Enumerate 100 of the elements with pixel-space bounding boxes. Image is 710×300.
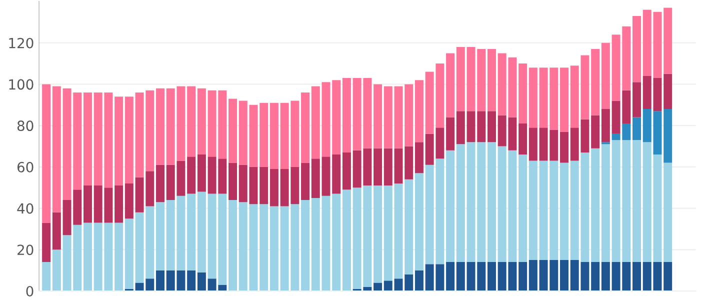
bar [384, 186, 392, 281]
bar [83, 186, 92, 223]
bar [404, 84, 414, 146]
bar [114, 96, 124, 186]
bar [42, 222, 51, 262]
bar [374, 84, 382, 148]
bar [342, 78, 351, 152]
bar [632, 82, 641, 118]
bar [83, 222, 92, 291]
bar [332, 154, 341, 194]
bar [332, 80, 341, 155]
bar [664, 162, 672, 262]
bar [394, 278, 403, 291]
bar [270, 206, 278, 291]
bar [342, 152, 351, 190]
bar [591, 49, 600, 116]
bar [124, 183, 134, 219]
bar [591, 262, 600, 291]
bar [384, 280, 392, 291]
bar [632, 262, 641, 291]
bar [404, 179, 414, 274]
bar [664, 262, 672, 291]
y-tick-label: 0 [26, 286, 34, 296]
bar [601, 144, 610, 262]
bar [456, 46, 465, 112]
y-tick-label: 40 [17, 203, 34, 214]
bar [42, 262, 51, 291]
bar [664, 109, 672, 163]
bar [42, 84, 51, 223]
y-tick-label: 60 [17, 162, 34, 172]
bar [114, 186, 124, 223]
bar [528, 160, 538, 260]
bar [518, 262, 528, 291]
bar [456, 144, 465, 262]
bar [560, 132, 568, 163]
bar [301, 200, 310, 291]
bar [664, 74, 672, 110]
bar [528, 128, 538, 161]
bar [591, 148, 600, 262]
bar [384, 86, 392, 148]
bar [404, 274, 414, 291]
bar [487, 111, 496, 142]
y-tick-label: 20 [18, 244, 34, 256]
bar [187, 194, 196, 270]
bar [591, 115, 600, 148]
y-tick-label: 80 [17, 120, 34, 132]
bar [332, 194, 341, 291]
bar [528, 68, 538, 128]
bar [528, 260, 538, 291]
bar [456, 111, 465, 144]
bar [394, 148, 403, 184]
bar [228, 162, 238, 200]
bar [394, 86, 403, 148]
bar [187, 270, 196, 291]
bar [197, 272, 206, 291]
bar [260, 204, 268, 291]
bar [404, 146, 414, 180]
bar [374, 148, 382, 186]
bar [270, 102, 278, 169]
bar [52, 250, 61, 291]
bar [187, 156, 196, 194]
bar [156, 164, 164, 202]
bar [446, 117, 455, 150]
bar [601, 262, 610, 291]
bar [487, 142, 496, 262]
bar [414, 173, 424, 270]
bar [518, 154, 528, 262]
bar [52, 212, 61, 250]
bar [270, 168, 278, 206]
bar [601, 109, 610, 142]
bar [632, 117, 641, 140]
bar [156, 270, 164, 291]
bar [156, 88, 164, 165]
bar [124, 218, 134, 289]
bar [456, 262, 465, 291]
bar [156, 202, 164, 270]
bar [446, 262, 455, 291]
bar [601, 42, 610, 110]
bar [446, 53, 455, 118]
bar [487, 49, 496, 112]
bar [664, 8, 672, 74]
bar [342, 190, 351, 291]
y-tick-label: 120 [9, 38, 34, 48]
bar [83, 92, 92, 186]
bar [228, 200, 238, 291]
bar [414, 142, 424, 174]
bar [632, 16, 641, 82]
bar [384, 148, 392, 186]
bar [560, 260, 568, 291]
bar [52, 86, 61, 212]
bar [301, 162, 310, 200]
bar [632, 140, 641, 262]
bar [446, 150, 455, 262]
bar [114, 222, 124, 291]
bar [197, 154, 206, 192]
bar [197, 88, 206, 155]
bar [414, 270, 424, 291]
bar [260, 166, 268, 204]
bar [374, 186, 382, 283]
bar [374, 282, 382, 291]
